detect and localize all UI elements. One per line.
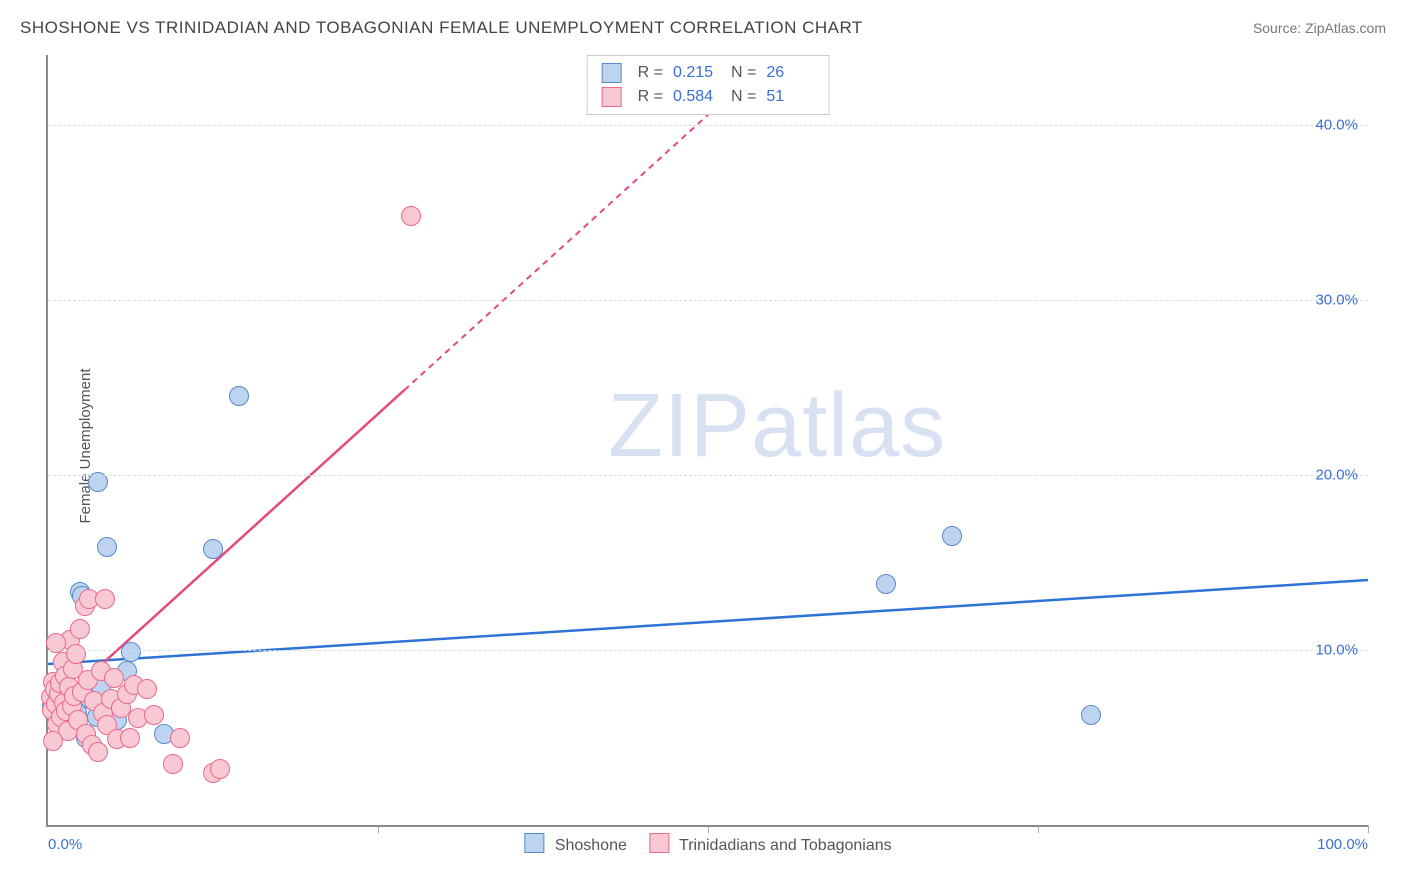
y-tick-label: 20.0% xyxy=(1315,467,1358,484)
trend-lines-svg xyxy=(48,55,1368,825)
n-value-series2: 51 xyxy=(766,85,814,109)
scatter-point xyxy=(401,206,421,226)
legend-label-series1: Shoshone xyxy=(555,837,627,854)
y-tick-label: 40.0% xyxy=(1315,117,1358,134)
trend-line xyxy=(48,580,1368,664)
swatch-series1-bottom xyxy=(524,833,544,853)
swatch-series1 xyxy=(602,63,622,83)
swatch-series2 xyxy=(602,87,622,107)
stats-row-series1: R = 0.215 N = 26 xyxy=(602,61,815,85)
stats-legend-box: R = 0.215 N = 26 R = 0.584 N = 51 xyxy=(587,55,830,115)
scatter-point xyxy=(876,574,896,594)
r-value-series1: 0.215 xyxy=(673,61,721,85)
scatter-point xyxy=(88,742,108,762)
scatter-point xyxy=(942,526,962,546)
scatter-point xyxy=(229,386,249,406)
x-axis-legend: Shoshone Trinidadians and Tobagonians xyxy=(524,833,891,855)
scatter-point xyxy=(170,728,190,748)
x-major-tick xyxy=(1368,825,1369,833)
legend-item-series2: Trinidadians and Tobagonians xyxy=(649,833,892,855)
scatter-point xyxy=(203,539,223,559)
chart-header: SHOSHONE VS TRINIDADIAN AND TOBAGONIAN F… xyxy=(20,18,1386,38)
scatter-point xyxy=(137,679,157,699)
n-label: N = xyxy=(731,85,756,109)
x-major-tick xyxy=(378,825,379,833)
n-label: N = xyxy=(731,61,756,85)
x-tick-label: 100.0% xyxy=(1317,836,1368,853)
gridline-h xyxy=(48,125,1368,126)
x-major-tick xyxy=(708,825,709,833)
scatter-point xyxy=(210,759,230,779)
chart-title: SHOSHONE VS TRINIDADIAN AND TOBAGONIAN F… xyxy=(20,18,863,38)
watermark: ZIPatlas xyxy=(608,375,946,478)
source-attribution: Source: ZipAtlas.com xyxy=(1253,20,1386,36)
y-tick-label: 10.0% xyxy=(1315,642,1358,659)
swatch-series2-bottom xyxy=(649,833,669,853)
gridline-h xyxy=(48,475,1368,476)
gridline-h xyxy=(48,650,1368,651)
scatter-point xyxy=(1081,705,1101,725)
legend-label-series2: Trinidadians and Tobagonians xyxy=(679,837,892,854)
plot-area: ZIPatlas 10.0%20.0%30.0%40.0%0.0%100.0% … xyxy=(46,55,1368,827)
r-label: R = xyxy=(638,85,663,109)
scatter-point xyxy=(163,754,183,774)
r-value-series2: 0.584 xyxy=(673,85,721,109)
y-tick-label: 30.0% xyxy=(1315,292,1358,309)
stats-row-series2: R = 0.584 N = 51 xyxy=(602,85,815,109)
scatter-point xyxy=(95,589,115,609)
n-value-series1: 26 xyxy=(766,61,814,85)
x-major-tick xyxy=(1038,825,1039,833)
legend-item-series1: Shoshone xyxy=(524,833,627,855)
scatter-point xyxy=(97,537,117,557)
scatter-point xyxy=(144,705,164,725)
scatter-point xyxy=(70,619,90,639)
r-label: R = xyxy=(638,61,663,85)
scatter-point xyxy=(120,728,140,748)
gridline-h xyxy=(48,300,1368,301)
x-tick-label: 0.0% xyxy=(48,836,82,853)
scatter-point xyxy=(43,731,63,751)
scatter-point xyxy=(121,642,141,662)
scatter-point xyxy=(66,644,86,664)
